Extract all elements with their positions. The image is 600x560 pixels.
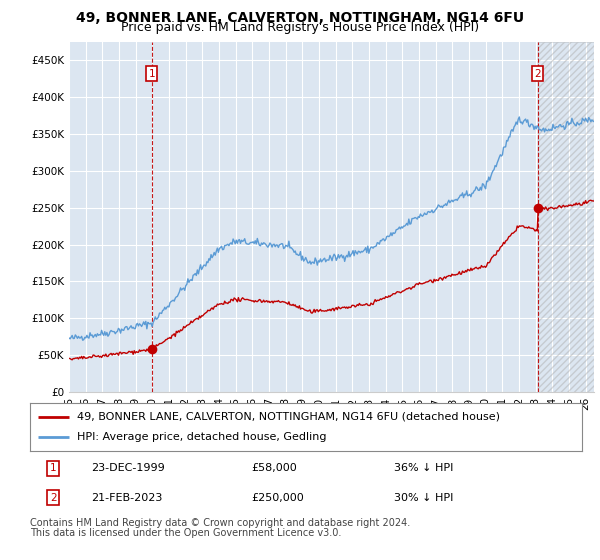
Text: HPI: Average price, detached house, Gedling: HPI: Average price, detached house, Gedl… bbox=[77, 432, 326, 442]
Text: 1: 1 bbox=[149, 68, 155, 78]
Text: Price paid vs. HM Land Registry's House Price Index (HPI): Price paid vs. HM Land Registry's House … bbox=[121, 21, 479, 34]
Text: Contains HM Land Registry data © Crown copyright and database right 2024.: Contains HM Land Registry data © Crown c… bbox=[30, 518, 410, 528]
Text: 2: 2 bbox=[535, 68, 541, 78]
Text: 49, BONNER LANE, CALVERTON, NOTTINGHAM, NG14 6FU: 49, BONNER LANE, CALVERTON, NOTTINGHAM, … bbox=[76, 11, 524, 25]
Text: This data is licensed under the Open Government Licence v3.0.: This data is licensed under the Open Gov… bbox=[30, 528, 341, 538]
Text: 49, BONNER LANE, CALVERTON, NOTTINGHAM, NG14 6FU (detached house): 49, BONNER LANE, CALVERTON, NOTTINGHAM, … bbox=[77, 412, 500, 422]
Text: £250,000: £250,000 bbox=[251, 493, 304, 503]
Text: £58,000: £58,000 bbox=[251, 463, 296, 473]
Text: 30% ↓ HPI: 30% ↓ HPI bbox=[394, 493, 454, 503]
Text: 2: 2 bbox=[50, 493, 56, 503]
Text: 21-FEB-2023: 21-FEB-2023 bbox=[91, 493, 162, 503]
Text: 36% ↓ HPI: 36% ↓ HPI bbox=[394, 463, 454, 473]
Text: 23-DEC-1999: 23-DEC-1999 bbox=[91, 463, 164, 473]
Text: 1: 1 bbox=[50, 463, 56, 473]
